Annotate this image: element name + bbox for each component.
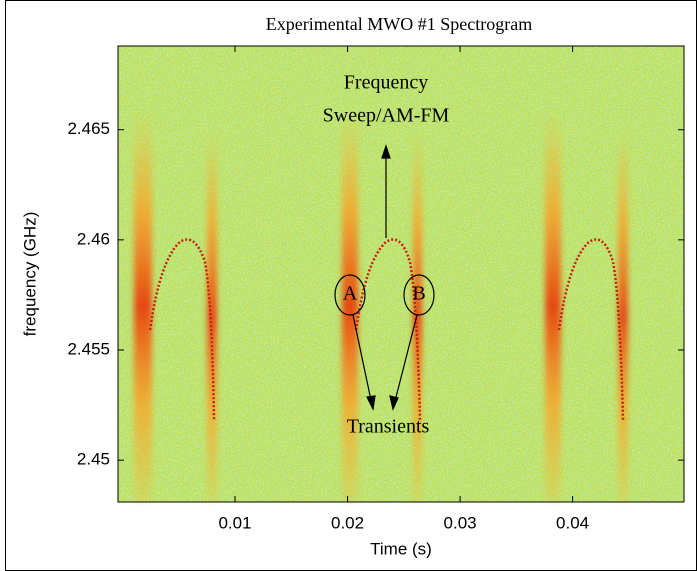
x-tick-label: 0.02 bbox=[331, 513, 364, 532]
burst bbox=[207, 130, 217, 502]
annotation-marks bbox=[334, 144, 435, 411]
annotation-circle bbox=[334, 274, 366, 316]
x-tick-label: 0.03 bbox=[444, 513, 477, 532]
burst bbox=[342, 110, 358, 502]
y-axis-label: frequency (GHz) bbox=[20, 212, 39, 337]
arrow-head bbox=[389, 395, 399, 411]
sweep bbox=[148, 238, 216, 421]
y-tick-label: 2.46 bbox=[77, 229, 110, 248]
frequency-sweeps bbox=[148, 238, 625, 421]
arrow-head bbox=[381, 144, 391, 159]
chart-title: Experimental MWO #1 Spectrogram bbox=[266, 14, 532, 34]
burst bbox=[134, 110, 152, 502]
x-axis-label: Time (s) bbox=[370, 539, 432, 558]
annotation-arrow bbox=[393, 314, 418, 406]
annotation: A bbox=[343, 283, 358, 305]
x-tick-label: 0.04 bbox=[556, 513, 589, 532]
x-tick-label: 0.01 bbox=[218, 513, 251, 532]
y-tick-label: 2.455 bbox=[67, 339, 110, 358]
annotation: B bbox=[412, 283, 425, 305]
arrow-head bbox=[366, 395, 376, 411]
axes-frame bbox=[117, 45, 685, 503]
burst bbox=[545, 110, 561, 502]
y-tick-label: 2.465 bbox=[67, 119, 110, 138]
burst bbox=[413, 130, 422, 502]
annotation: Frequency bbox=[344, 72, 428, 94]
annotation-circle bbox=[403, 274, 435, 316]
annotation-arrow bbox=[352, 314, 373, 406]
annotation: Sweep/AM-FM bbox=[323, 105, 450, 127]
burst bbox=[618, 130, 628, 502]
annotation: Transients bbox=[347, 416, 430, 438]
y-tick-label: 2.45 bbox=[77, 450, 110, 469]
transient-bursts bbox=[134, 110, 628, 502]
plot-area bbox=[117, 45, 685, 503]
